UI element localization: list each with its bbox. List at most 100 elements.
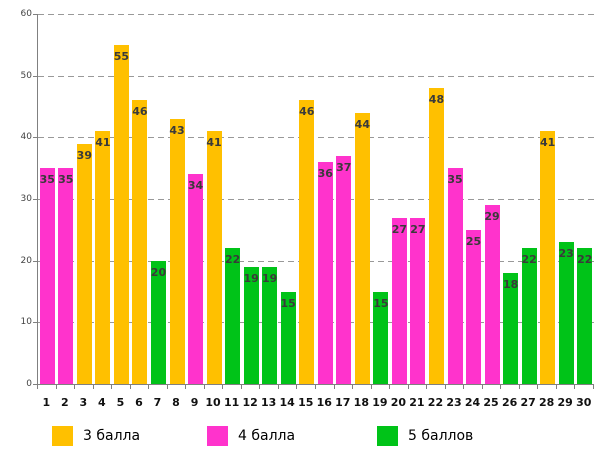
x-axis-label-20: 20: [390, 396, 407, 409]
x-axis-tick: [278, 385, 279, 389]
bar-6: 46: [132, 100, 148, 384]
gridline-y-20: [38, 260, 594, 262]
x-axis-label-27: 27: [520, 396, 536, 409]
x-axis-label-13: 13: [261, 396, 277, 409]
x-axis-tick: [445, 385, 446, 389]
bar-value-label: 55: [113, 49, 130, 63]
x-axis-tick: [74, 385, 75, 389]
x-axis-tick: [130, 385, 131, 389]
x-axis-label-3: 3: [79, 396, 88, 409]
legend-swatch-4-balla: [207, 426, 228, 446]
x-axis-tick: [408, 385, 409, 389]
bar-20: 27: [392, 217, 407, 384]
bar-value-label: 19: [262, 271, 278, 285]
bar-18: 44: [354, 112, 370, 384]
bar-29: 23: [559, 242, 574, 384]
gridline-y-40: [38, 137, 594, 139]
bar-4: 41: [95, 131, 111, 384]
bar-value-label: 46: [132, 105, 148, 119]
bar-17: 37: [336, 155, 351, 384]
bar-value-label: 43: [169, 123, 185, 137]
x-axis-tick: [371, 385, 372, 389]
bar-24: 25: [466, 229, 481, 384]
bar-5: 55: [113, 44, 130, 384]
x-axis-label-2: 2: [60, 396, 69, 409]
legend-item: 3 балла: [52, 426, 140, 446]
x-axis-tick: [482, 385, 483, 389]
bar-26: 18: [503, 273, 518, 384]
x-axis-tick: [537, 385, 538, 389]
bar-value-label: 27: [410, 222, 426, 236]
x-axis-tick: [296, 385, 297, 389]
bar-15: 46: [299, 100, 314, 384]
bar-value-label: 22: [577, 253, 593, 267]
x-axis-label-4: 4: [98, 396, 106, 409]
bar-27: 22: [521, 248, 537, 384]
bar-value-label: 36: [317, 167, 333, 180]
bar-value-label: 22: [224, 253, 241, 267]
x-axis-label-16: 16: [316, 396, 332, 409]
x-axis-tick: [500, 385, 501, 389]
bar-value-label: 29: [484, 210, 500, 224]
x-axis-label-23: 23: [446, 396, 462, 409]
gridline-y-50: [38, 75, 594, 77]
x-axis-label-26: 26: [501, 396, 518, 409]
x-axis-tick: [167, 385, 168, 389]
x-axis-tick: [593, 385, 594, 389]
bar-1: 35: [40, 168, 55, 384]
x-axis-label-19: 19: [372, 396, 388, 409]
x-axis-label-6: 6: [135, 396, 143, 409]
y-axis-label: 50: [20, 70, 32, 81]
x-axis-tick: [93, 385, 94, 389]
y-axis-tick: [33, 384, 37, 385]
x-axis-tick: [315, 385, 316, 389]
bar-value-label: 19: [243, 271, 259, 285]
x-axis-label-24: 24: [464, 396, 481, 409]
bar-value-label: 46: [299, 105, 315, 119]
x-axis-label-17: 17: [335, 396, 351, 409]
x-axis-label-15: 15: [298, 396, 314, 409]
bar-30: 22: [577, 248, 592, 384]
y-axis-tick: [33, 137, 37, 139]
x-axis-label-21: 21: [409, 396, 425, 409]
bar-value-label: 39: [76, 148, 92, 162]
x-axis-tick: [111, 385, 112, 389]
x-axis-label-1: 1: [42, 396, 51, 409]
bar-value-label: 44: [354, 117, 370, 131]
x-axis-tick: [519, 385, 520, 389]
x-axis-tick: [556, 385, 557, 389]
bar-8: 43: [169, 118, 185, 384]
bar-23: 35: [447, 168, 463, 384]
gridline-y-30: [38, 199, 594, 200]
x-axis-label-14: 14: [279, 396, 295, 409]
x-axis-label-28: 28: [539, 396, 555, 409]
x-axis-label-8: 8: [172, 396, 180, 409]
legend-label: 4 балла: [238, 428, 296, 444]
bar-value-label: 23: [558, 247, 574, 261]
x-axis-label-12: 12: [242, 396, 258, 409]
bar-25: 29: [484, 205, 500, 384]
bar-value-label: 15: [280, 296, 296, 310]
y-axis-tick: [33, 260, 37, 262]
x-axis-label-22: 22: [427, 396, 444, 409]
bar-value-label: 35: [39, 173, 55, 187]
x-axis-label-18: 18: [353, 396, 369, 409]
bar-12: 19: [243, 266, 259, 384]
bar-value-label: 34: [187, 179, 204, 193]
bar-2: 35: [58, 168, 73, 384]
gridline-y-10: [38, 322, 594, 324]
x-axis-label-30: 30: [576, 396, 592, 409]
x-axis-label-29: 29: [557, 396, 573, 409]
x-axis-tick: [259, 385, 260, 389]
bar-16: 36: [318, 162, 333, 384]
y-axis-label: 40: [20, 132, 32, 143]
legend-item: 4 балла: [207, 426, 295, 446]
x-axis-label-11: 11: [223, 396, 240, 409]
bar-value-label: 35: [447, 173, 463, 187]
x-axis-tick: [56, 385, 57, 389]
y-axis-tick: [33, 75, 37, 77]
bar-value-label: 15: [373, 296, 389, 310]
x-axis-label-5: 5: [116, 396, 125, 409]
y-axis-label: 30: [20, 194, 32, 204]
